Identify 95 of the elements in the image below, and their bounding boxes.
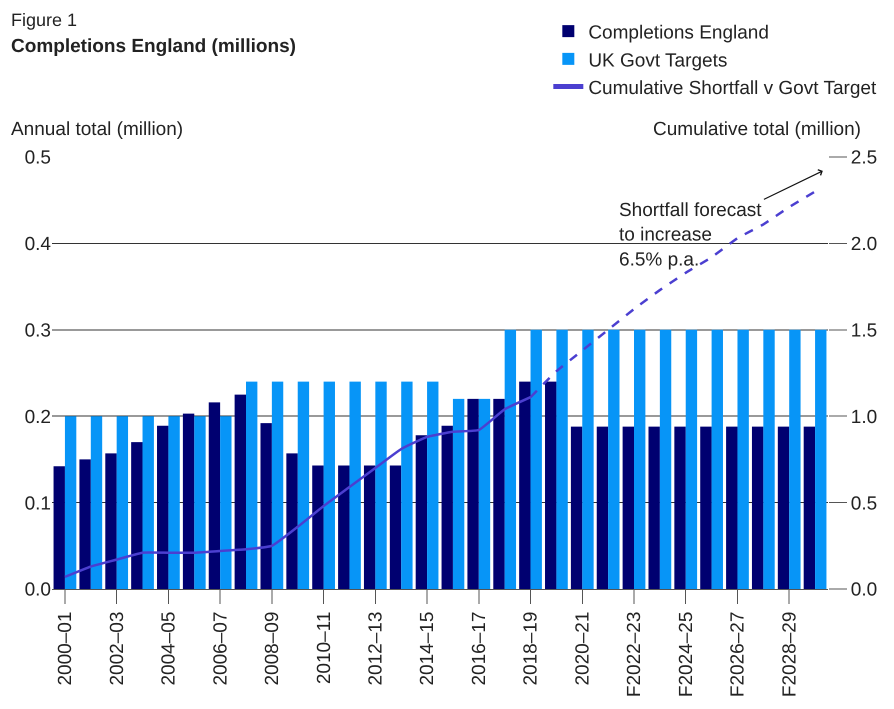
y-tick-label: 0.2 [24, 406, 51, 428]
x-tick-label: 2012–13 [366, 612, 387, 686]
bar [519, 382, 531, 589]
bar [442, 426, 453, 589]
y-axis-title: Annual total (million) [11, 119, 184, 140]
bar [312, 465, 324, 589]
bar [390, 465, 402, 589]
bar [582, 330, 594, 589]
bar [622, 426, 634, 589]
annotation: Shortfall forecast to increase 6.5% p.a. [619, 200, 762, 270]
x-tick-label: 2002–03 [106, 612, 128, 686]
bar [674, 426, 686, 589]
bar [324, 382, 335, 589]
y2-tick-label: 2.5 [850, 148, 878, 169]
bar [349, 382, 361, 589]
x-tick-label: 2006–07 [210, 612, 232, 686]
bar [157, 426, 168, 589]
bar [596, 426, 608, 589]
bar [504, 330, 516, 589]
bar [778, 426, 790, 589]
bar [116, 416, 128, 589]
bar [168, 416, 180, 589]
y2-tick-label: 0.5 [850, 493, 878, 514]
x-tick-label: 2014–15 [417, 612, 438, 686]
bar [712, 330, 723, 589]
x-tick-label: 2008–09 [262, 612, 284, 686]
chart-title: Completions England (millions) [11, 36, 296, 57]
bar [401, 382, 413, 589]
bar [234, 394, 246, 589]
bar [556, 330, 568, 589]
x-tick-label: 2010–11 [314, 612, 335, 684]
x-tick-label: 2004–05 [158, 612, 180, 686]
x-tick-label: 2000–01 [55, 612, 76, 686]
x-tick-label: F2028–29 [779, 612, 800, 698]
x-tick-label: F2026–27 [728, 612, 749, 698]
x-tick-label: 2020–21 [572, 612, 594, 686]
bar [298, 382, 310, 589]
bar [182, 414, 194, 589]
x-tick-label: 2016–17 [468, 612, 490, 686]
bar [416, 435, 428, 589]
bar [364, 465, 376, 589]
bar [142, 416, 154, 589]
bar [427, 382, 438, 589]
bar [194, 416, 206, 589]
bar [700, 426, 712, 589]
bar [467, 398, 479, 589]
bar [478, 398, 490, 589]
bar [493, 398, 505, 589]
bar [660, 330, 672, 589]
bar [545, 382, 556, 589]
y-tick-label: 0.5 [24, 148, 51, 169]
y-tick-label: 0.4 [24, 234, 52, 256]
bar [608, 330, 620, 589]
x-tick-label: F2022–23 [624, 612, 646, 698]
bar [452, 398, 464, 589]
bar [530, 330, 542, 589]
bar [105, 453, 117, 589]
bar [79, 459, 91, 589]
bar [815, 330, 826, 589]
y2-tick-label: 1.0 [850, 406, 878, 428]
bar [90, 416, 102, 589]
bar [737, 330, 749, 589]
legend-label: Cumulative Shortfall v Govt Target [588, 78, 877, 99]
bar [789, 330, 801, 589]
y2-tick-label: 2.0 [850, 234, 878, 256]
legend-label: Completions England [588, 22, 769, 44]
bar [752, 426, 764, 589]
y2-tick-label: 0.0 [850, 580, 878, 601]
y-tick-label: 0.1 [24, 493, 51, 514]
bar [804, 426, 816, 589]
bar [763, 330, 775, 589]
bar [272, 382, 284, 589]
bar [208, 402, 220, 589]
caption: Figure 1 [11, 10, 78, 30]
y-tick-label: 0.0 [24, 580, 51, 601]
bar [338, 465, 350, 589]
bar [131, 442, 143, 589]
x-tick-label: F2024–25 [676, 612, 697, 698]
y2-axis-title: Cumulative total (million) [653, 119, 862, 140]
bar [726, 426, 738, 589]
bar [286, 453, 298, 589]
bar [686, 330, 698, 589]
bar [246, 382, 258, 589]
bar [375, 382, 387, 589]
bar [220, 416, 232, 589]
x-tick-label: 2018–19 [520, 612, 542, 686]
bar [648, 426, 660, 589]
y2-tick-label: 1.5 [850, 320, 878, 342]
bar [634, 330, 646, 589]
bar [54, 466, 65, 589]
legend-label: UK Govt Targets [588, 50, 728, 72]
bar [260, 423, 272, 589]
bar [64, 416, 76, 589]
y-tick-label: 0.3 [24, 320, 51, 342]
bar [570, 426, 582, 589]
